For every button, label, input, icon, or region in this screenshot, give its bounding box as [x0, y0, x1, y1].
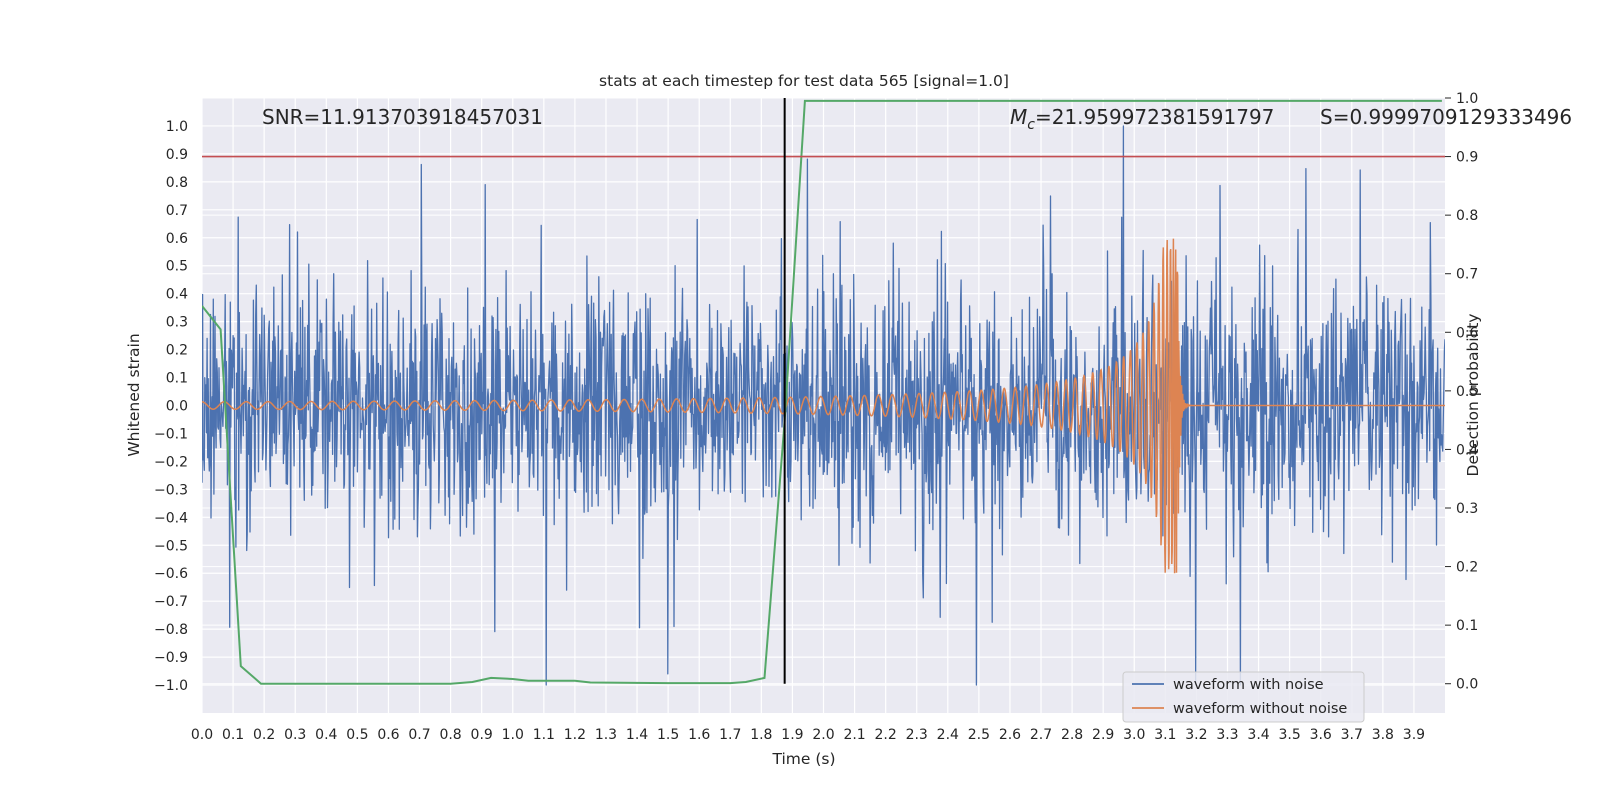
- y2-tick-label: 0.0: [1456, 677, 1478, 693]
- x-tick-label: 1.5: [657, 727, 679, 743]
- x-tick-label: 3.2: [1185, 727, 1207, 743]
- x-tick-label: 2.4: [937, 727, 959, 743]
- x-tick-label: 0.0: [191, 727, 213, 743]
- y2-tick-label: 0.6: [1456, 325, 1478, 341]
- probability-line: [202, 99, 1442, 685]
- x-tick-label: 1.7: [719, 727, 741, 743]
- y2-tick-label: 0.3: [1456, 501, 1478, 517]
- y-tick-label: −0.9: [154, 650, 188, 666]
- chirp-mass-annotation: Mc=21.959972381591797: [1010, 105, 1274, 133]
- y2-tick-label: 0.2: [1456, 560, 1478, 576]
- x-tick-label: 3.8: [1372, 727, 1394, 743]
- chirp-mass-subscript: c: [1027, 117, 1035, 133]
- x-tick-label: 1.1: [533, 727, 555, 743]
- y2-tick-label: 0.9: [1456, 150, 1478, 166]
- y-axis-label: Whitened strain: [125, 333, 143, 456]
- chirp-waveform-line: [202, 238, 1445, 574]
- x-tick-label: 1.0: [502, 727, 524, 743]
- x-tick-label: 2.2: [875, 727, 897, 743]
- x-tick-label: 0.9: [471, 727, 493, 743]
- x-tick-label: 3.4: [1247, 727, 1269, 743]
- x-axis-label: Time (s): [771, 750, 835, 768]
- x-tick-label: 3.7: [1341, 727, 1363, 743]
- y-tick-label: 0.9: [166, 147, 188, 163]
- x-tick-label: 0.6: [377, 727, 399, 743]
- x-tick-label: 1.6: [688, 727, 710, 743]
- x-tick-label: 2.9: [1092, 727, 1114, 743]
- x-tick-label: 1.2: [564, 727, 586, 743]
- x-tick-label: 3.3: [1216, 727, 1238, 743]
- x-tick-label: 2.7: [1030, 727, 1052, 743]
- y-tick-label: −0.1: [154, 426, 188, 442]
- legend: waveform with noise waveform without noi…: [1122, 671, 1365, 723]
- x-tick-label: 1.9: [781, 727, 803, 743]
- y-tick-label: −0.7: [154, 594, 188, 610]
- y-tick-label: 0.8: [166, 175, 188, 191]
- legend-box: [1122, 671, 1365, 723]
- y-tick-label: 0.2: [166, 343, 188, 359]
- x-tick-label: 0.7: [408, 727, 430, 743]
- y2-tick-label: 0.1: [1456, 618, 1478, 634]
- x-tick-label: 0.5: [346, 727, 368, 743]
- noise-waveform-line: [202, 125, 1445, 686]
- y-tick-label: −0.4: [154, 510, 188, 526]
- x-tick-label: 3.5: [1278, 727, 1300, 743]
- x-tick-label: 0.8: [439, 727, 461, 743]
- significance-annotation: S=0.9999709129333496: [1320, 105, 1572, 129]
- y2-axis-label: Detection probability: [1464, 314, 1482, 477]
- x-axis-ticks: 0.0 0.1 0.2 0.3 0.4 0.5 0.6 0.7 0.8 0.9 1.0 1.1 1.2 1…: [191, 727, 1425, 743]
- x-tick-label: 2.3: [906, 727, 928, 743]
- legend-label-no-noise: waveform without noise: [1173, 701, 1347, 717]
- x-tick-label: 3.9: [1403, 727, 1425, 743]
- y-tick-label: −0.3: [154, 482, 188, 498]
- y-tick-label: 0.0: [166, 399, 188, 415]
- chirp-mass-value: =21.959972381591797: [1035, 105, 1274, 129]
- x-tick-label: 3.0: [1123, 727, 1145, 743]
- series-waveform-without-noise: [202, 238, 1445, 574]
- y-tick-label: −0.8: [154, 622, 188, 638]
- y2-tick-label: 0.7: [1456, 267, 1478, 283]
- x-tick-label: 2.8: [1061, 727, 1083, 743]
- y-axis-ticks: 1.0 0.9 0.8 0.7 0.6 0.5 0.4 0.3 0.2 0.1 0.0 −0.1 −0.…: [154, 119, 188, 694]
- x-tick-label: 2.0: [812, 727, 834, 743]
- y-tick-label: 0.7: [166, 203, 188, 219]
- y-tick-label: 0.4: [166, 287, 188, 303]
- y-tick-label: 1.0: [166, 119, 188, 135]
- chart-title: stats at each timestep for test data 565…: [599, 72, 1009, 90]
- y-tick-label: −0.5: [154, 538, 188, 554]
- x-tick-label: 1.3: [595, 727, 617, 743]
- y2-axis-ticks: 1.0 0.9 0.8 0.7 0.6 0.5 0.4 0.3 0.2 0.1 0.0: [1445, 91, 1478, 693]
- x-tick-label: 0.3: [284, 727, 306, 743]
- x-tick-label: 3.1: [1154, 727, 1176, 743]
- y-tick-label: 0.3: [166, 315, 188, 331]
- x-tick-label: 1.8: [750, 727, 772, 743]
- chirp-mass-symbol: M: [1010, 105, 1027, 129]
- x-tick-label: 1.4: [626, 727, 648, 743]
- y-tick-label: 0.6: [166, 231, 188, 247]
- x-tick-label: 2.5: [968, 727, 990, 743]
- x-tick-label: 0.1: [222, 727, 244, 743]
- x-tick-label: 0.2: [253, 727, 275, 743]
- x-tick-label: 2.6: [999, 727, 1021, 743]
- series-waveform-with-noise: [202, 125, 1445, 686]
- series-detection-probability: [202, 99, 1442, 685]
- y-tick-label: 0.5: [166, 259, 188, 275]
- y-tick-label: −1.0: [154, 678, 188, 694]
- y-tick-label: −0.2: [154, 454, 188, 470]
- y2-tick-label: 0.5: [1456, 384, 1478, 400]
- y2-tick-label: 0.4: [1456, 442, 1478, 458]
- y2-tick-label: 0.8: [1456, 208, 1478, 224]
- legend-label-noise: waveform with noise: [1173, 677, 1324, 693]
- x-tick-label: 2.1: [843, 727, 865, 743]
- x-tick-label: 3.6: [1310, 727, 1332, 743]
- x-tick-label: 0.4: [315, 727, 337, 743]
- y-tick-label: −0.6: [154, 566, 188, 582]
- y2-tick-label: 1.0: [1456, 91, 1478, 107]
- y-tick-label: 0.1: [166, 371, 188, 387]
- snr-annotation: SNR=11.913703918457031: [262, 105, 543, 129]
